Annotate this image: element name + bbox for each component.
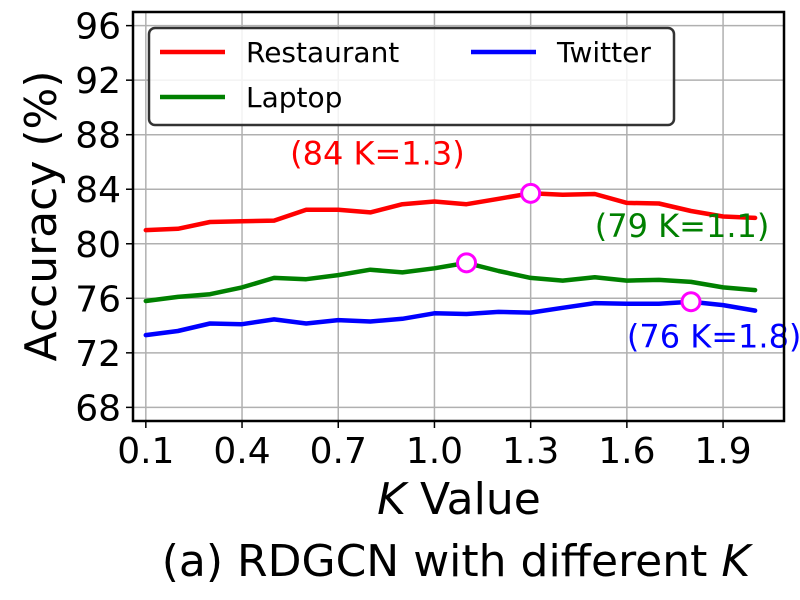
y-axis-label: Accuracy (%) <box>16 70 67 361</box>
x-tick-label: 1.6 <box>598 431 655 472</box>
highlight-marker <box>680 291 702 313</box>
series-line-twitter <box>143 299 758 338</box>
highlight-annotation: (76 K=1.8) <box>627 317 800 355</box>
y-axis-ticks: 68 72 76 80 84 88 92 96 <box>75 7 133 429</box>
y-tick-label: 96 <box>75 7 121 48</box>
series-layer <box>143 191 758 338</box>
legend-label: Laptop <box>246 81 342 114</box>
legend-label: Restaurant <box>246 36 399 69</box>
caption-prefix: (a) RDGCN with different <box>162 536 722 587</box>
annotations: (84 K=1.3) (79 K=1.1) (76 K=1.8) <box>290 135 800 356</box>
y-tick-label: 88 <box>75 116 121 157</box>
y-tick-label: 68 <box>75 388 121 429</box>
series-line-laptop <box>143 260 758 304</box>
legend-label: Twitter <box>556 36 651 69</box>
legend-box <box>147 26 676 127</box>
highlight-marker <box>456 252 478 274</box>
highlight-marker <box>520 182 542 204</box>
highlight-annotation: (79 K=1.1) <box>595 207 770 245</box>
y-tick-label: 76 <box>75 279 121 320</box>
x-axis-label: K Value <box>377 474 541 525</box>
y-tick-label: 84 <box>75 170 121 211</box>
y-tick-label: 80 <box>75 225 121 266</box>
plot-frame <box>131 10 786 423</box>
x-axis-label-var: K <box>377 474 409 525</box>
y-tick-label: 92 <box>75 61 121 102</box>
y-tick-label: 72 <box>75 334 121 375</box>
x-tick-label: 1.9 <box>694 431 751 472</box>
caption-var: K <box>721 536 753 587</box>
series-line-restaurant <box>143 191 758 233</box>
highlight-annotation: (84 K=1.3) <box>290 135 465 173</box>
legend: Restaurant Laptop Twitter <box>147 26 676 127</box>
figure-caption: (a) RDGCN with different K <box>162 536 754 587</box>
x-tick-label: 0.4 <box>213 431 270 472</box>
x-axis-label-rest: Value <box>406 474 541 525</box>
x-axis-ticks: 0.1 0.4 0.7 1.0 1.3 1.6 1.9 <box>117 421 752 472</box>
x-tick-label: 1.0 <box>406 431 463 472</box>
x-tick-label: 0.1 <box>117 431 174 472</box>
x-tick-label: 1.3 <box>502 431 559 472</box>
x-tick-label: 0.7 <box>310 431 367 472</box>
highlight-markers <box>456 182 702 313</box>
